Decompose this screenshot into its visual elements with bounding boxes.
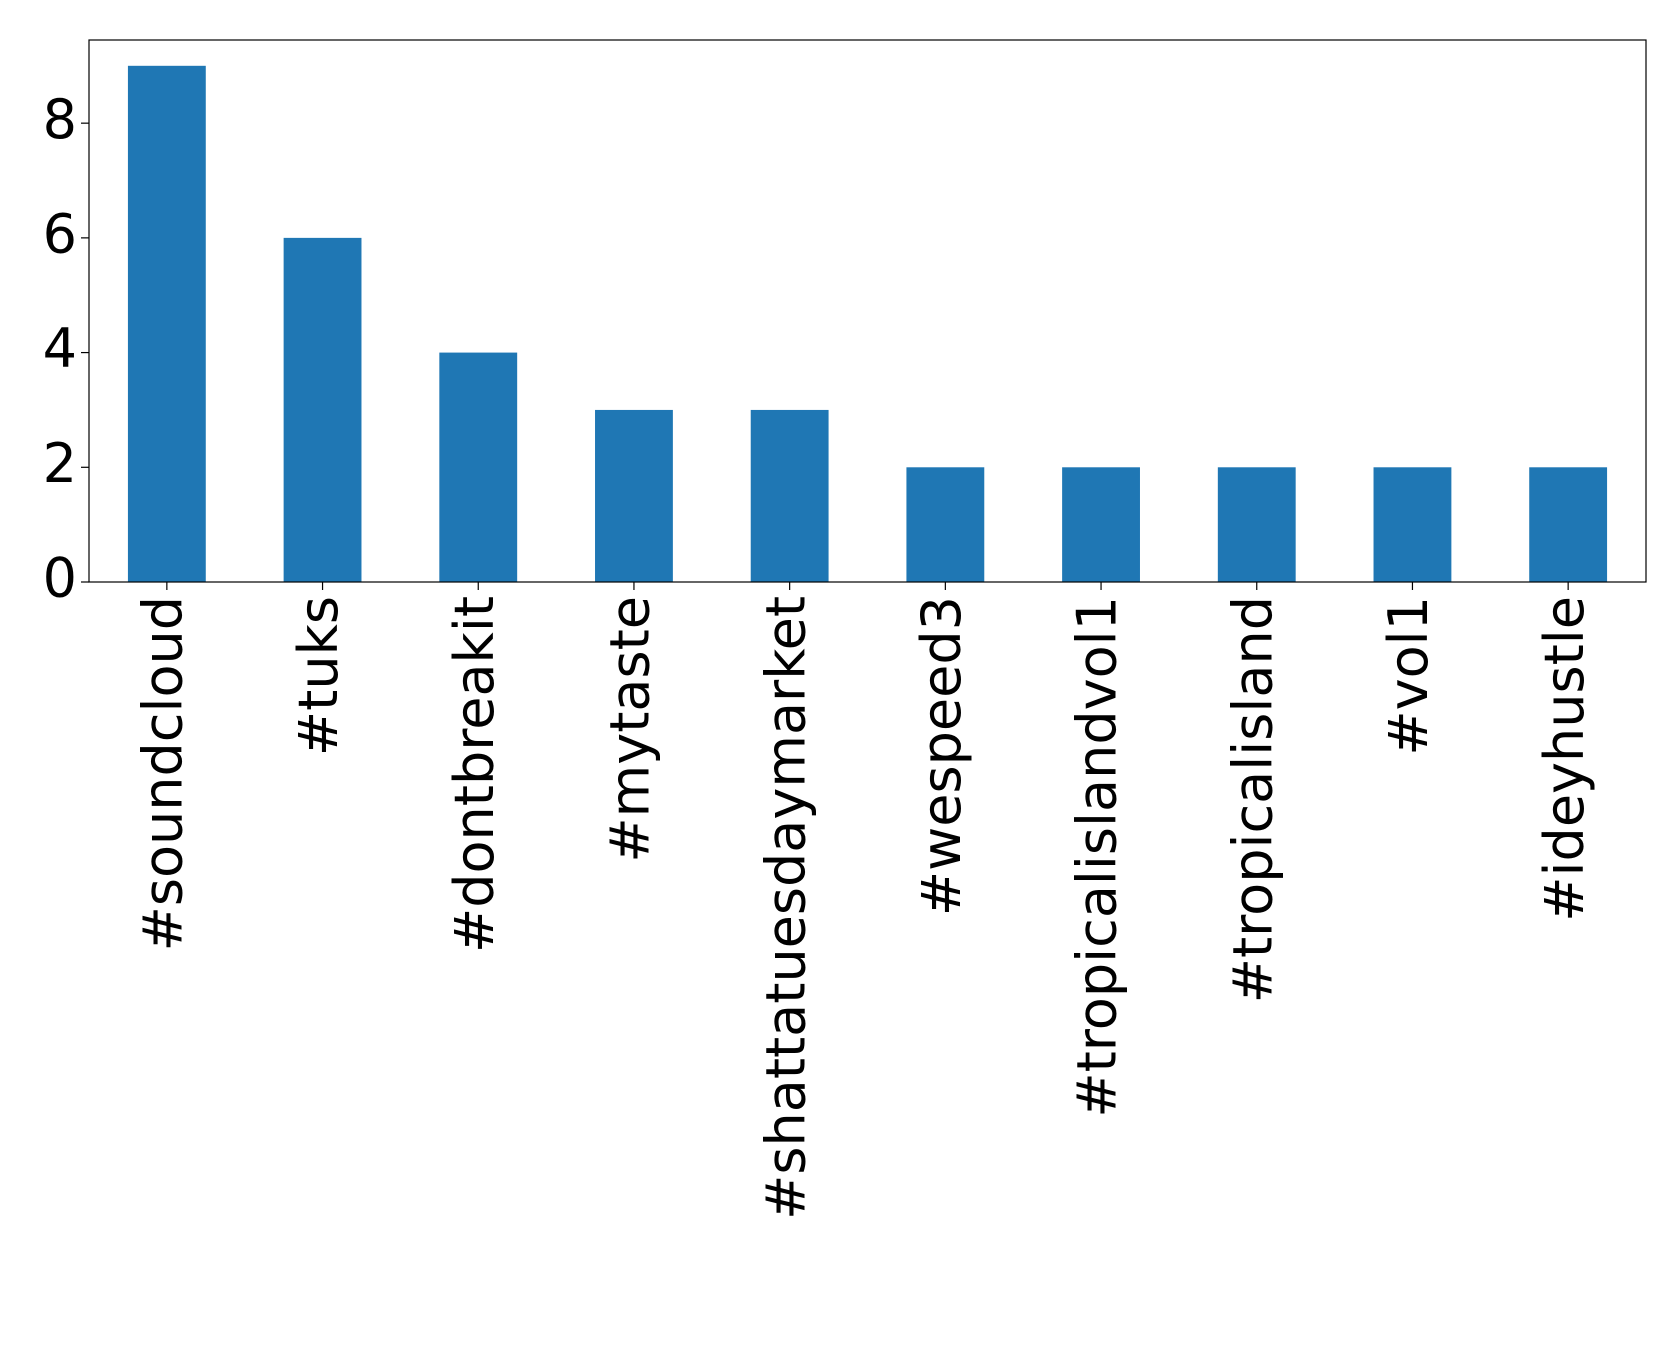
y-tick-label: 4	[43, 317, 77, 380]
x-tick-label: #vol1	[1377, 596, 1440, 756]
x-tick-label: #tropicalislandvol1	[1066, 596, 1129, 1118]
x-tick-label: #ideyhustle	[1533, 596, 1596, 922]
x-tick-label: #tropicalisland	[1221, 596, 1284, 1003]
x-tick-label: #tuks	[287, 596, 350, 756]
bar	[750, 409, 829, 582]
bar	[595, 409, 673, 582]
y-tick-label: 8	[43, 88, 77, 151]
y-tick-label: 6	[43, 203, 77, 266]
x-tick-label: #shattatuesdaymarket	[754, 596, 817, 1220]
bar	[283, 237, 362, 582]
x-tick-label: #wespeed3	[910, 596, 973, 916]
x-tick-label: #mytaste	[599, 596, 662, 863]
bar	[1217, 467, 1296, 582]
bar	[906, 467, 985, 582]
y-tick-label: 0	[43, 547, 77, 610]
bar	[1373, 467, 1452, 582]
bar	[127, 65, 206, 583]
y-tick-label: 2	[43, 432, 77, 495]
x-tick-label: #dontbreakit	[443, 596, 506, 953]
bar	[1062, 467, 1140, 582]
x-tick-label: #soundcloud	[131, 596, 194, 951]
bar	[1529, 467, 1608, 582]
plot-frame	[88, 39, 1647, 583]
bar	[439, 352, 518, 582]
